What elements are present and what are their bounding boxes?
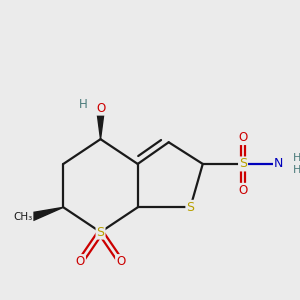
Text: H: H <box>293 153 300 163</box>
Text: S: S <box>186 201 194 214</box>
Text: S: S <box>97 226 104 238</box>
Text: O: O <box>238 131 248 144</box>
Text: CH₃: CH₃ <box>13 212 32 222</box>
Text: O: O <box>76 255 85 268</box>
Text: S: S <box>239 158 247 170</box>
Text: O: O <box>96 102 105 115</box>
Polygon shape <box>97 108 105 139</box>
Text: H: H <box>293 165 300 175</box>
Polygon shape <box>31 207 63 220</box>
Text: O: O <box>238 184 248 197</box>
Text: H: H <box>79 98 88 111</box>
Text: N: N <box>274 158 284 170</box>
Text: O: O <box>116 255 125 268</box>
